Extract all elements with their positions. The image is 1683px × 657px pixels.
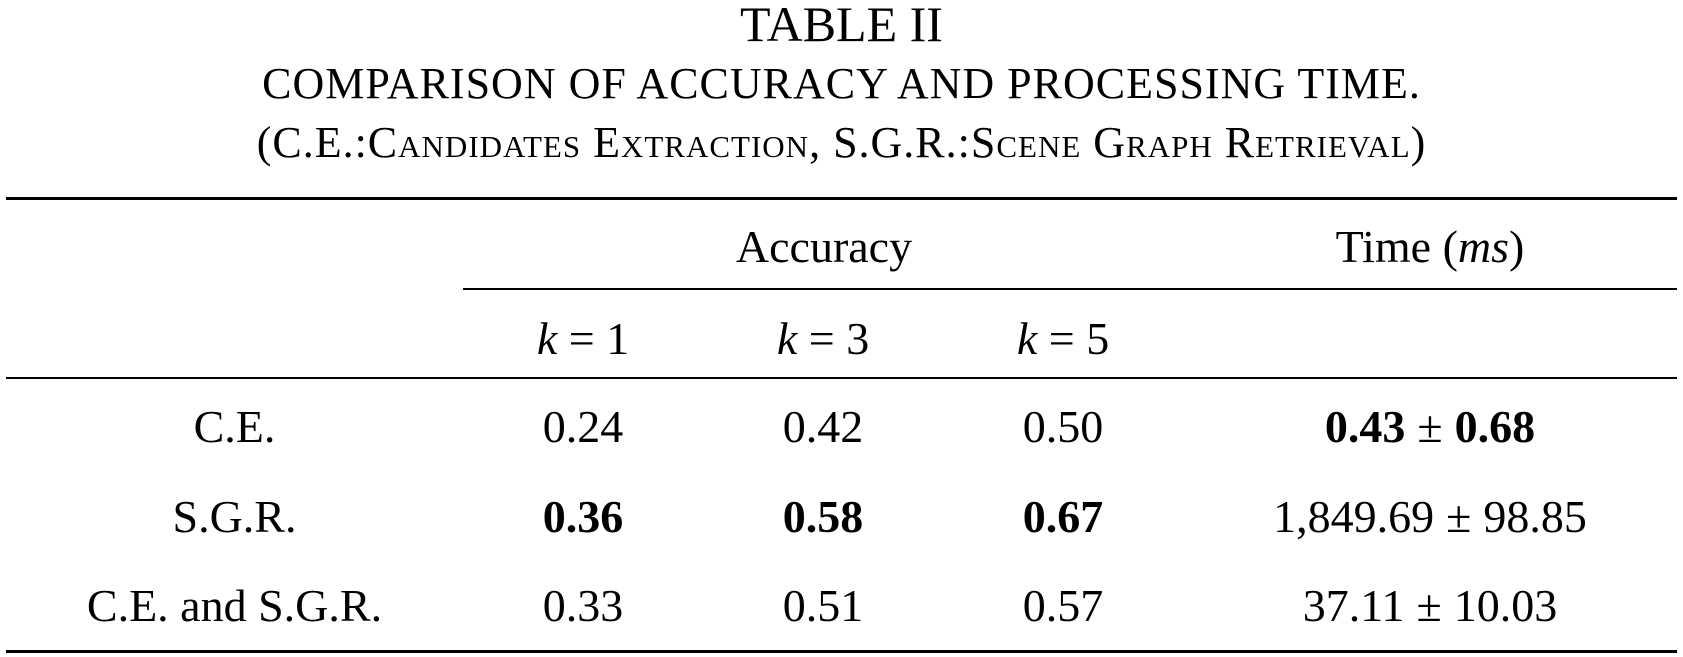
header-k-value: 1 xyxy=(606,313,630,364)
header-k-eq: = xyxy=(797,313,847,364)
header-bottom-rule xyxy=(6,377,1677,379)
header-time-suffix: ) xyxy=(1509,221,1525,272)
bottom-rule xyxy=(6,650,1677,653)
row-sgr-acc-k5: 0.67 xyxy=(1022,491,1104,542)
row-ce-acc-k5: 0.50 xyxy=(1022,401,1104,452)
header-k1: k = 1 xyxy=(463,311,703,367)
header-k-var: k xyxy=(1016,313,1038,364)
header-time-unit: ms xyxy=(1457,221,1510,272)
row-ce-method: C.E. xyxy=(193,401,276,452)
header-k3: k = 3 xyxy=(703,311,943,367)
header-k5: k = 5 xyxy=(943,311,1183,367)
plus-minus-symbol: ± xyxy=(1446,491,1472,542)
header-k-var: k xyxy=(536,313,558,364)
header-time-prefix: Time ( xyxy=(1335,221,1458,272)
time-mean: 0.43 xyxy=(1324,401,1406,452)
plus-minus-symbol: ± xyxy=(1417,401,1443,452)
header-k-value: 3 xyxy=(846,313,870,364)
row-sgr-acc-k1: 0.36 xyxy=(542,491,624,542)
top-rule xyxy=(6,197,1677,200)
header-mid-rule xyxy=(463,288,1677,290)
row-ce-time: 0.43 ±0.68 xyxy=(1190,399,1670,455)
time-std: 98.85 xyxy=(1483,491,1587,542)
table-caption-line1: COMPARISON OF ACCURACY AND PROCESSING TI… xyxy=(262,59,1421,108)
row-ce-sgr-acc-k5: 0.57 xyxy=(1022,580,1104,631)
row-sgr-time: 1,849.69 ±98.85 xyxy=(1190,489,1670,545)
header-accuracy: Accuracy xyxy=(735,221,913,272)
table-caption-line2: (C.E.:Candidates Extraction, S.G.R.:Scen… xyxy=(256,118,1427,167)
table-label: TABLE II xyxy=(740,0,943,52)
header-k-eq: = xyxy=(557,313,607,364)
time-mean: 1,849.69 xyxy=(1273,491,1435,542)
row-sgr-method: S.G.R. xyxy=(172,491,297,542)
row-ce-acc-k1: 0.24 xyxy=(542,401,624,452)
time-mean: 37.11 xyxy=(1302,580,1405,631)
row-ce-sgr-time: 37.11 ±10.03 xyxy=(1190,578,1670,634)
plus-minus-symbol: ± xyxy=(1416,580,1442,631)
row-ce-sgr-method: C.E. and S.G.R. xyxy=(86,580,383,631)
header-time: Time (ms) xyxy=(1190,219,1670,275)
header-k-value: 5 xyxy=(1086,313,1110,364)
header-k-var: k xyxy=(776,313,798,364)
time-std: 0.68 xyxy=(1454,401,1536,452)
header-k-eq: = xyxy=(1037,313,1087,364)
row-ce-sgr-acc-k3: 0.51 xyxy=(782,580,864,631)
row-sgr-acc-k3: 0.58 xyxy=(782,491,864,542)
row-ce-sgr-acc-k1: 0.33 xyxy=(542,580,624,631)
row-ce-acc-k3: 0.42 xyxy=(782,401,864,452)
time-std: 10.03 xyxy=(1453,580,1558,631)
